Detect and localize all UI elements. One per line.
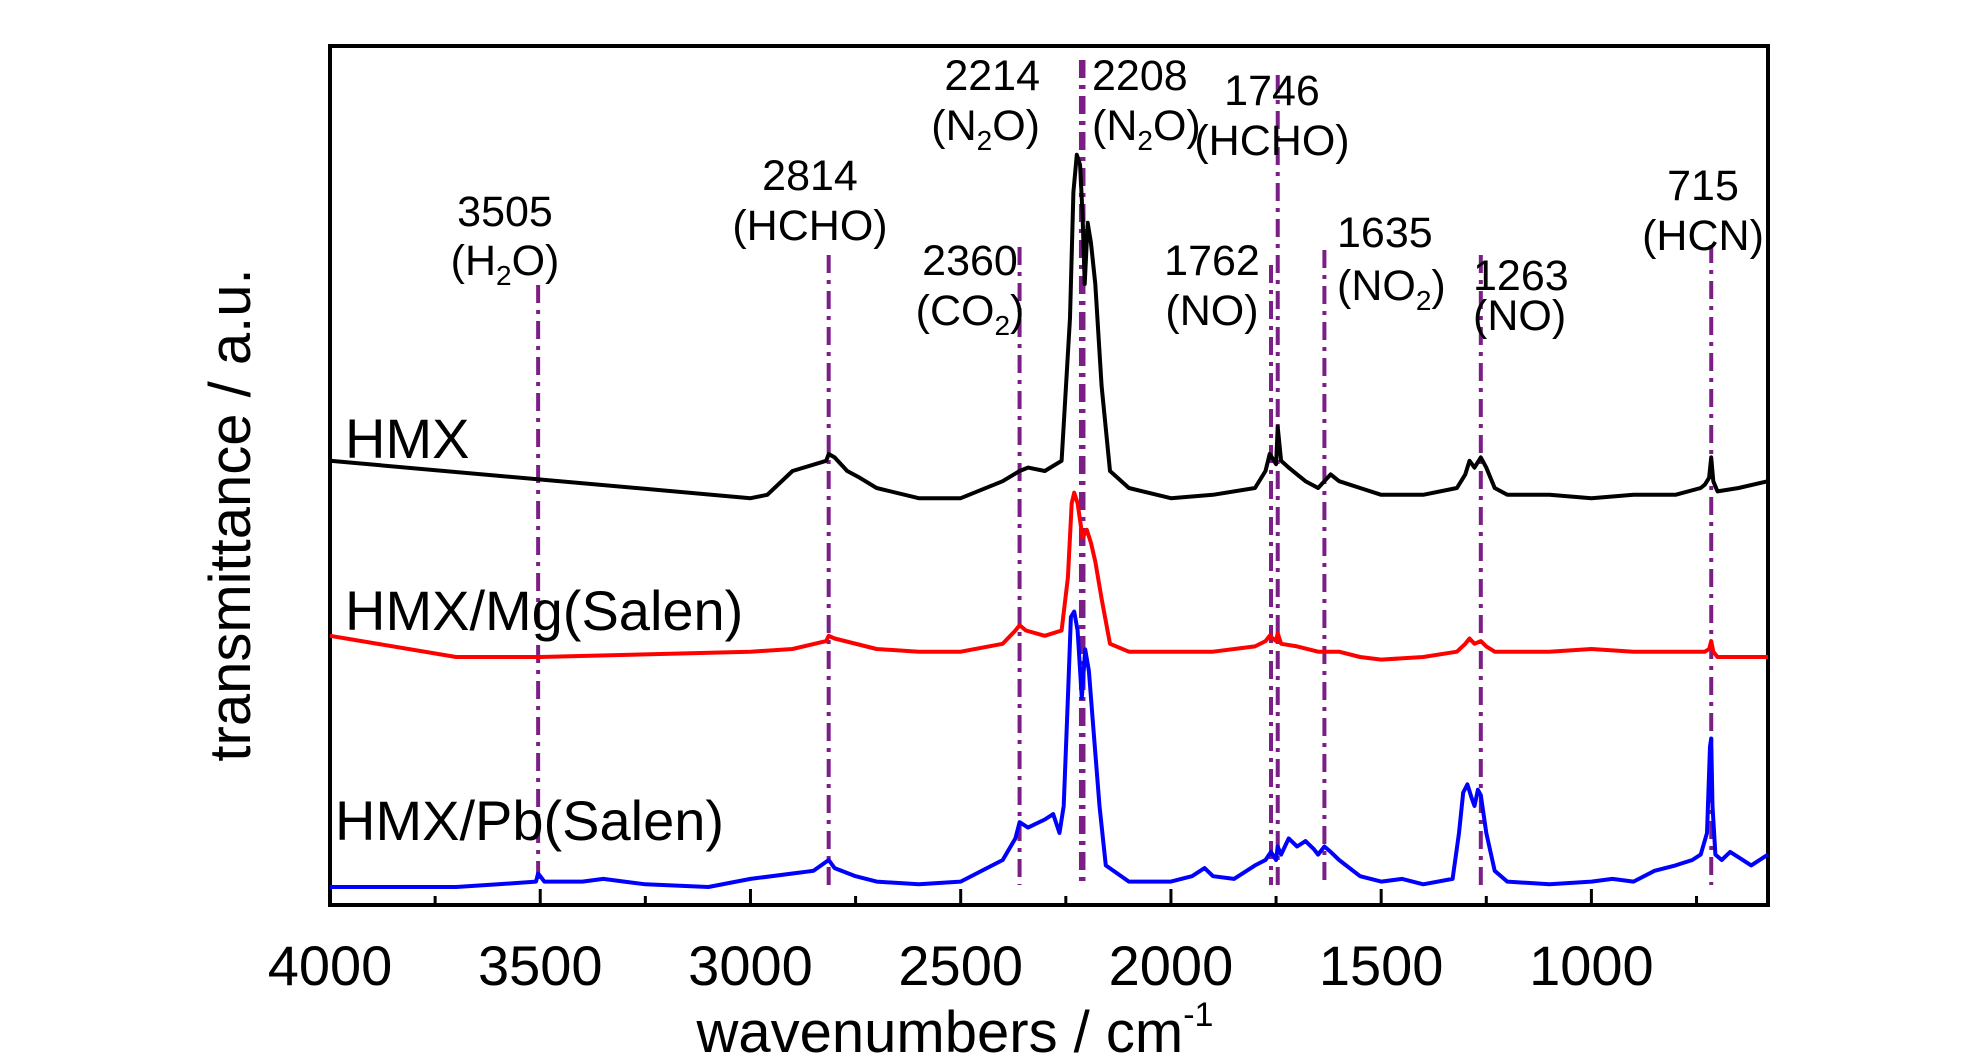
y-axis-title: transmittance / a.u. [198,268,263,761]
annotation-species-2360: (CO2) [916,287,1025,341]
x-tick-label-4000: 4000 [268,934,393,997]
annotation-value-715: 715 [1667,162,1739,210]
annotation-species-2208: (N2O) [1092,102,1201,156]
series-layer [329,152,1770,889]
annotation-species-1635: (NO2) [1337,262,1446,316]
x-axis-title-main: wavenumbers / cm [696,1000,1184,1063]
series-line-hmx [329,152,1769,501]
annotation-value-1762: 1762 [1164,237,1260,285]
annotation-value-1263: 1263 [1473,252,1569,300]
series-line-hmx-pb-salen [330,609,1770,889]
series-label-1: HMX/Mg(Salen) [345,579,743,642]
x-tick-label-2500: 2500 [898,934,1023,997]
x-tick-label-2000: 2000 [1109,934,1234,997]
annotation-species-1263: (NO) [1473,292,1566,340]
x-tick-label-3500: 3500 [478,934,603,997]
x-tick-label-1500: 1500 [1319,934,1444,997]
x-tick-label-3000: 3000 [688,934,813,997]
annotation-species-1746: (HCHO) [1194,117,1349,165]
annotation-value-1635: 1635 [1337,209,1433,257]
series-labels: HMX HMX/Mg(Salen) HMX/Pb(Salen) [335,407,743,852]
series-label-0: HMX [345,407,469,470]
annotation-species-2214: (N2O) [931,102,1040,156]
x-tick-label-1000: 1000 [1529,934,1654,997]
annotation-value-1746: 1746 [1224,67,1320,115]
series-label-2: HMX/Pb(Salen) [335,789,724,852]
annotation-value-2214: 2214 [944,52,1040,100]
annotation-species-715: (HCN) [1642,212,1764,260]
annotation-labels: 3505(H2O)2814(HCHO)2360(CO2)2214(N2O)220… [451,52,1764,341]
series-line-hmx-mg-salen [329,490,1768,662]
plot-frame [328,44,1770,907]
annotation-value-2360: 2360 [922,237,1018,285]
x-axis-title: wavenumbers / cm-1 [696,996,1214,1063]
annotation-species-2814: (HCHO) [732,202,887,250]
annotation-value-2814: 2814 [762,152,858,200]
annotation-lines [536,60,1714,885]
annotation-species-3505: (H2O) [451,237,560,291]
annotation-value-2208: 2208 [1092,52,1188,100]
x-axis: 4000 3500 3000 2500 2000 1500 1000 [268,889,1699,997]
annotation-species-1762: (NO) [1165,287,1258,335]
x-axis-title-superscript: -1 [1183,996,1213,1034]
annotation-value-3505: 3505 [457,188,553,236]
